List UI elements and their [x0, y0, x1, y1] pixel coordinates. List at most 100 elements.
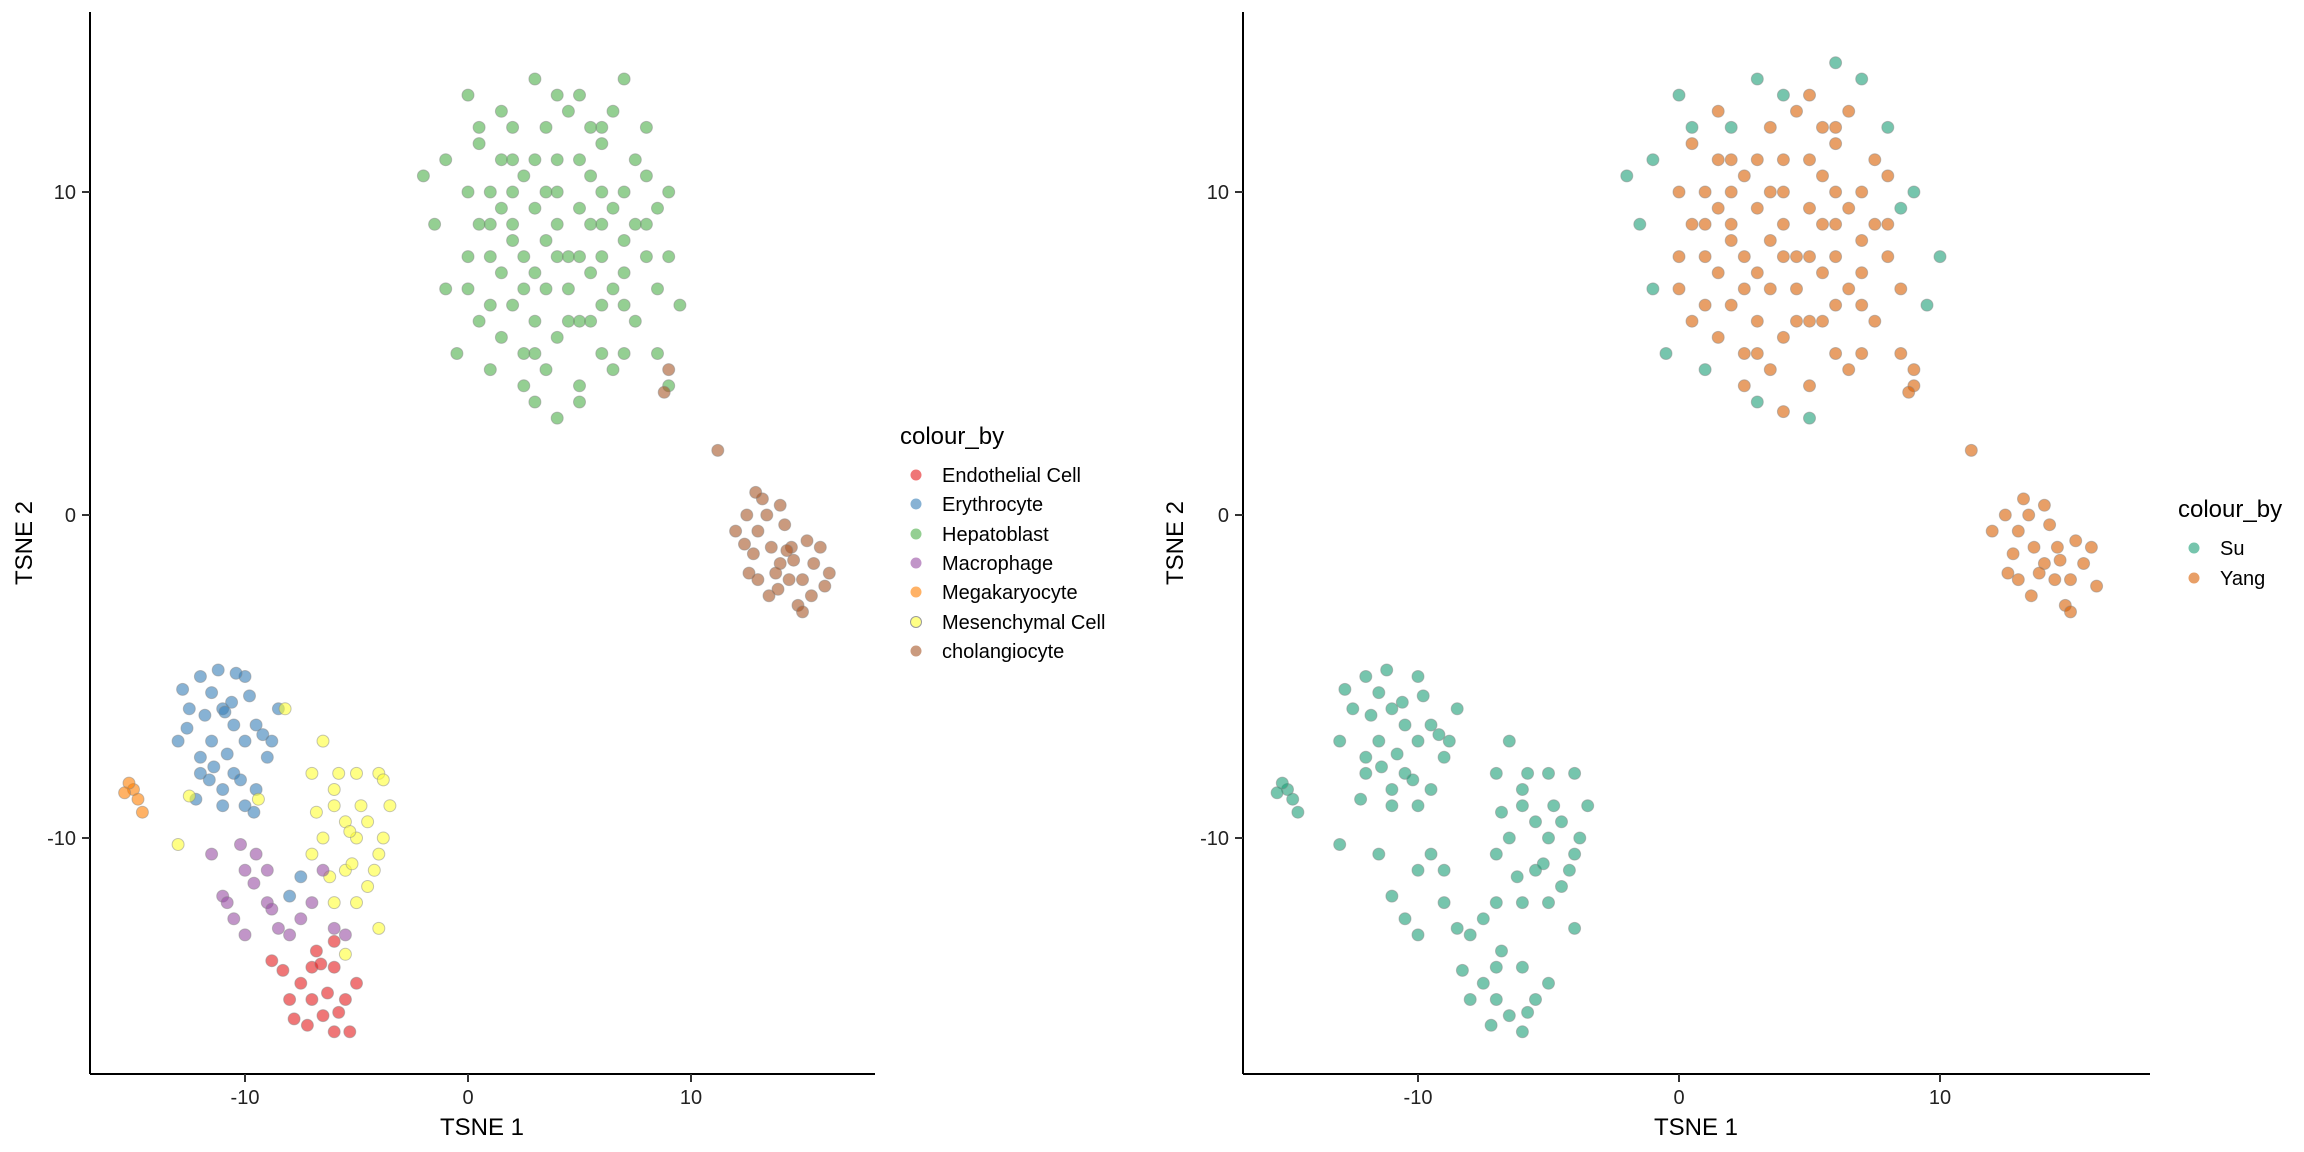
point-su — [1411, 734, 1425, 748]
point-hepatoblast — [494, 153, 508, 167]
legend-item-megakaryocyte: Megakaryocyte — [910, 582, 1078, 604]
point-yang — [1776, 405, 1790, 419]
point-erythrocyte — [198, 708, 212, 722]
point-su — [1359, 766, 1373, 780]
point-hepatoblast — [472, 120, 486, 134]
point-hepatoblast — [472, 137, 486, 151]
point-su — [1495, 944, 1508, 958]
point-yang — [1855, 234, 1869, 247]
legend-item-cholangiocyte: cholangiocyte — [910, 641, 1064, 663]
point-hepatoblast — [461, 88, 475, 102]
legend-item-mesenchymal-cell: Mesenchymal Cell — [910, 612, 1105, 634]
point-hepatoblast — [595, 217, 609, 231]
plot-area-right: -10 0 10 -10 0 10 TSNE 1 TSNE 2 — [1162, 12, 2150, 1141]
point-endothelial-cell — [327, 934, 341, 948]
point-su — [1476, 912, 1490, 926]
legend-right: colour_by Su Yang — [2178, 496, 2282, 590]
point-cholangiocyte — [751, 573, 765, 587]
point-su — [1450, 921, 1464, 935]
legend-item-hepatoblast: Hepatoblast — [910, 524, 1049, 546]
point-su — [1894, 201, 1908, 215]
point-hepatoblast — [561, 314, 575, 328]
point-yang — [1855, 298, 1869, 312]
point-hepatoblast — [628, 217, 642, 231]
point-erythrocyte — [176, 682, 190, 696]
point-yang — [1776, 217, 1790, 231]
point-su — [1406, 773, 1420, 787]
legend-key-su — [2188, 542, 2200, 554]
point-su — [1502, 734, 1516, 748]
legend-title-left: colour_by — [900, 423, 1004, 450]
point-mesenchymal-cell — [305, 847, 319, 861]
point-yang — [1816, 217, 1829, 231]
point-yang — [1803, 88, 1816, 102]
point-hepatoblast — [517, 282, 531, 296]
point-endothelial-cell — [350, 976, 363, 990]
point-su — [1515, 799, 1529, 813]
point-su — [1346, 702, 1360, 716]
point-mesenchymal-cell — [354, 799, 368, 813]
point-su — [1385, 702, 1399, 716]
point-su — [1633, 217, 1647, 231]
point-su — [1463, 993, 1477, 1006]
point-yang — [2048, 573, 2062, 587]
point-yang — [1750, 347, 1764, 360]
point-su — [1372, 734, 1386, 748]
point-yang — [2001, 566, 2015, 580]
point-su — [1646, 153, 1660, 167]
point-yang — [2022, 508, 2036, 522]
point-endothelial-cell — [327, 1025, 341, 1039]
point-hepatoblast — [595, 120, 609, 134]
point-erythrocyte — [216, 799, 230, 813]
point-yang — [1803, 250, 1816, 264]
x-axis-title-right: TSNE 1 — [1654, 1114, 1738, 1141]
point-yang — [1698, 298, 1712, 312]
point-yang — [1724, 234, 1738, 247]
legend-key-yang — [2188, 572, 2200, 584]
point-yang — [1829, 298, 1843, 312]
point-yang — [1685, 217, 1699, 231]
point-yang — [1790, 250, 1803, 264]
point-hepatoblast — [651, 282, 664, 296]
point-yang — [1776, 153, 1790, 167]
point-hepatoblast — [595, 298, 609, 312]
point-yang — [1985, 524, 1999, 538]
point-hepatoblast — [528, 395, 542, 409]
point-su — [1568, 921, 1582, 935]
point-yang — [1829, 347, 1843, 360]
point-su — [1442, 734, 1456, 748]
point-macrophage — [247, 876, 261, 890]
point-yang — [2011, 524, 2025, 538]
point-su — [1568, 847, 1582, 861]
point-erythrocyte — [202, 773, 216, 787]
panel-cell-type: -10 0 10 -10 0 10 TSNE 1 TSNE 2 colour_b… — [11, 12, 1105, 1141]
legend-key-erythrocyte — [910, 498, 922, 510]
point-endothelial-cell — [309, 944, 323, 958]
point-yang — [1672, 282, 1686, 296]
point-hepatoblast — [506, 217, 520, 231]
point-su — [1450, 702, 1464, 716]
legend-item-endothelial-cell: Endothelial Cell — [910, 465, 1081, 487]
point-erythrocyte — [229, 666, 243, 680]
point-hepatoblast — [584, 169, 598, 183]
point-yang — [2053, 553, 2067, 567]
point-su — [1359, 670, 1373, 683]
point-yang — [2084, 540, 2098, 554]
point-erythrocyte — [247, 805, 261, 819]
point-su — [1286, 792, 1300, 806]
y-axis-title-left: TSNE 2 — [11, 501, 38, 585]
point-yang — [1868, 314, 1882, 328]
legend-key-megakaryocyte — [910, 586, 922, 598]
point-yang — [1776, 250, 1790, 264]
point-hepatoblast — [584, 120, 598, 134]
point-hepatoblast — [573, 153, 586, 167]
point-hepatoblast — [561, 250, 575, 264]
point-yang — [1842, 363, 1856, 377]
point-yang — [1894, 347, 1908, 360]
point-hepatoblast — [539, 234, 553, 247]
point-yang — [1763, 185, 1777, 199]
point-endothelial-cell — [314, 957, 328, 971]
x-tick-label-left-3: 10 — [680, 1087, 702, 1109]
point-hepatoblast — [561, 282, 575, 296]
point-macrophage — [220, 896, 234, 910]
